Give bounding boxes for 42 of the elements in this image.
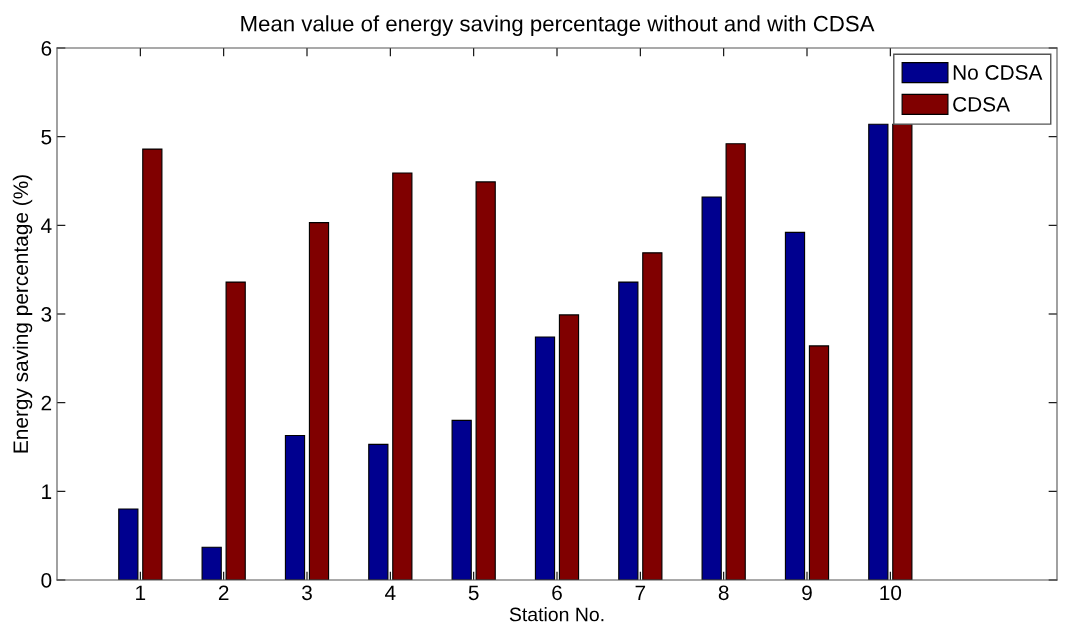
bar xyxy=(142,148,163,580)
bar xyxy=(475,181,496,580)
bar xyxy=(225,281,246,580)
x-tick-label: 1 xyxy=(136,585,146,600)
bar xyxy=(701,196,722,580)
y-tick-label: 1 xyxy=(42,484,52,499)
x-tick-label: 7 xyxy=(635,585,646,600)
bar xyxy=(368,443,389,580)
bar xyxy=(534,336,556,580)
bar xyxy=(642,252,663,580)
x-tick-label: 5 xyxy=(468,585,479,601)
bar xyxy=(808,345,830,580)
bar xyxy=(118,508,139,580)
bar xyxy=(451,419,472,580)
x-tick-label: 4 xyxy=(385,585,396,600)
legend-label: CDSA xyxy=(953,96,1010,112)
bar xyxy=(201,546,222,580)
y-tick-label: 0 xyxy=(41,573,52,588)
bar xyxy=(892,123,913,580)
y-axis-title: Energy saving percentage (%) xyxy=(12,175,33,453)
y-tick-label: 6 xyxy=(41,41,52,56)
legend-label: No CDSA xyxy=(953,65,1043,80)
bar xyxy=(392,172,413,580)
x-tick-label: 6 xyxy=(552,585,562,601)
bar xyxy=(558,314,580,580)
x-tick-label: 3 xyxy=(302,585,312,601)
y-tick-label: 3 xyxy=(41,307,52,322)
bar xyxy=(284,434,306,580)
bar xyxy=(725,143,746,580)
x-tick-label: 8 xyxy=(718,585,729,601)
x-tick-label: 2 xyxy=(218,585,229,600)
bar xyxy=(868,123,889,580)
y-tick-label: 4 xyxy=(41,218,52,233)
bar xyxy=(784,231,806,580)
y-tick-label: 5 xyxy=(41,129,52,145)
x-axis-title: Station No. xyxy=(509,607,604,622)
x-tick-label: 9 xyxy=(802,585,812,601)
x-tick-label: 10 xyxy=(880,585,902,601)
bar xyxy=(618,281,639,580)
bar xyxy=(308,222,330,580)
y-tick-label: 2 xyxy=(41,395,52,411)
chart-title: Mean value of energy saving percentage without and with CDSA xyxy=(241,15,875,36)
